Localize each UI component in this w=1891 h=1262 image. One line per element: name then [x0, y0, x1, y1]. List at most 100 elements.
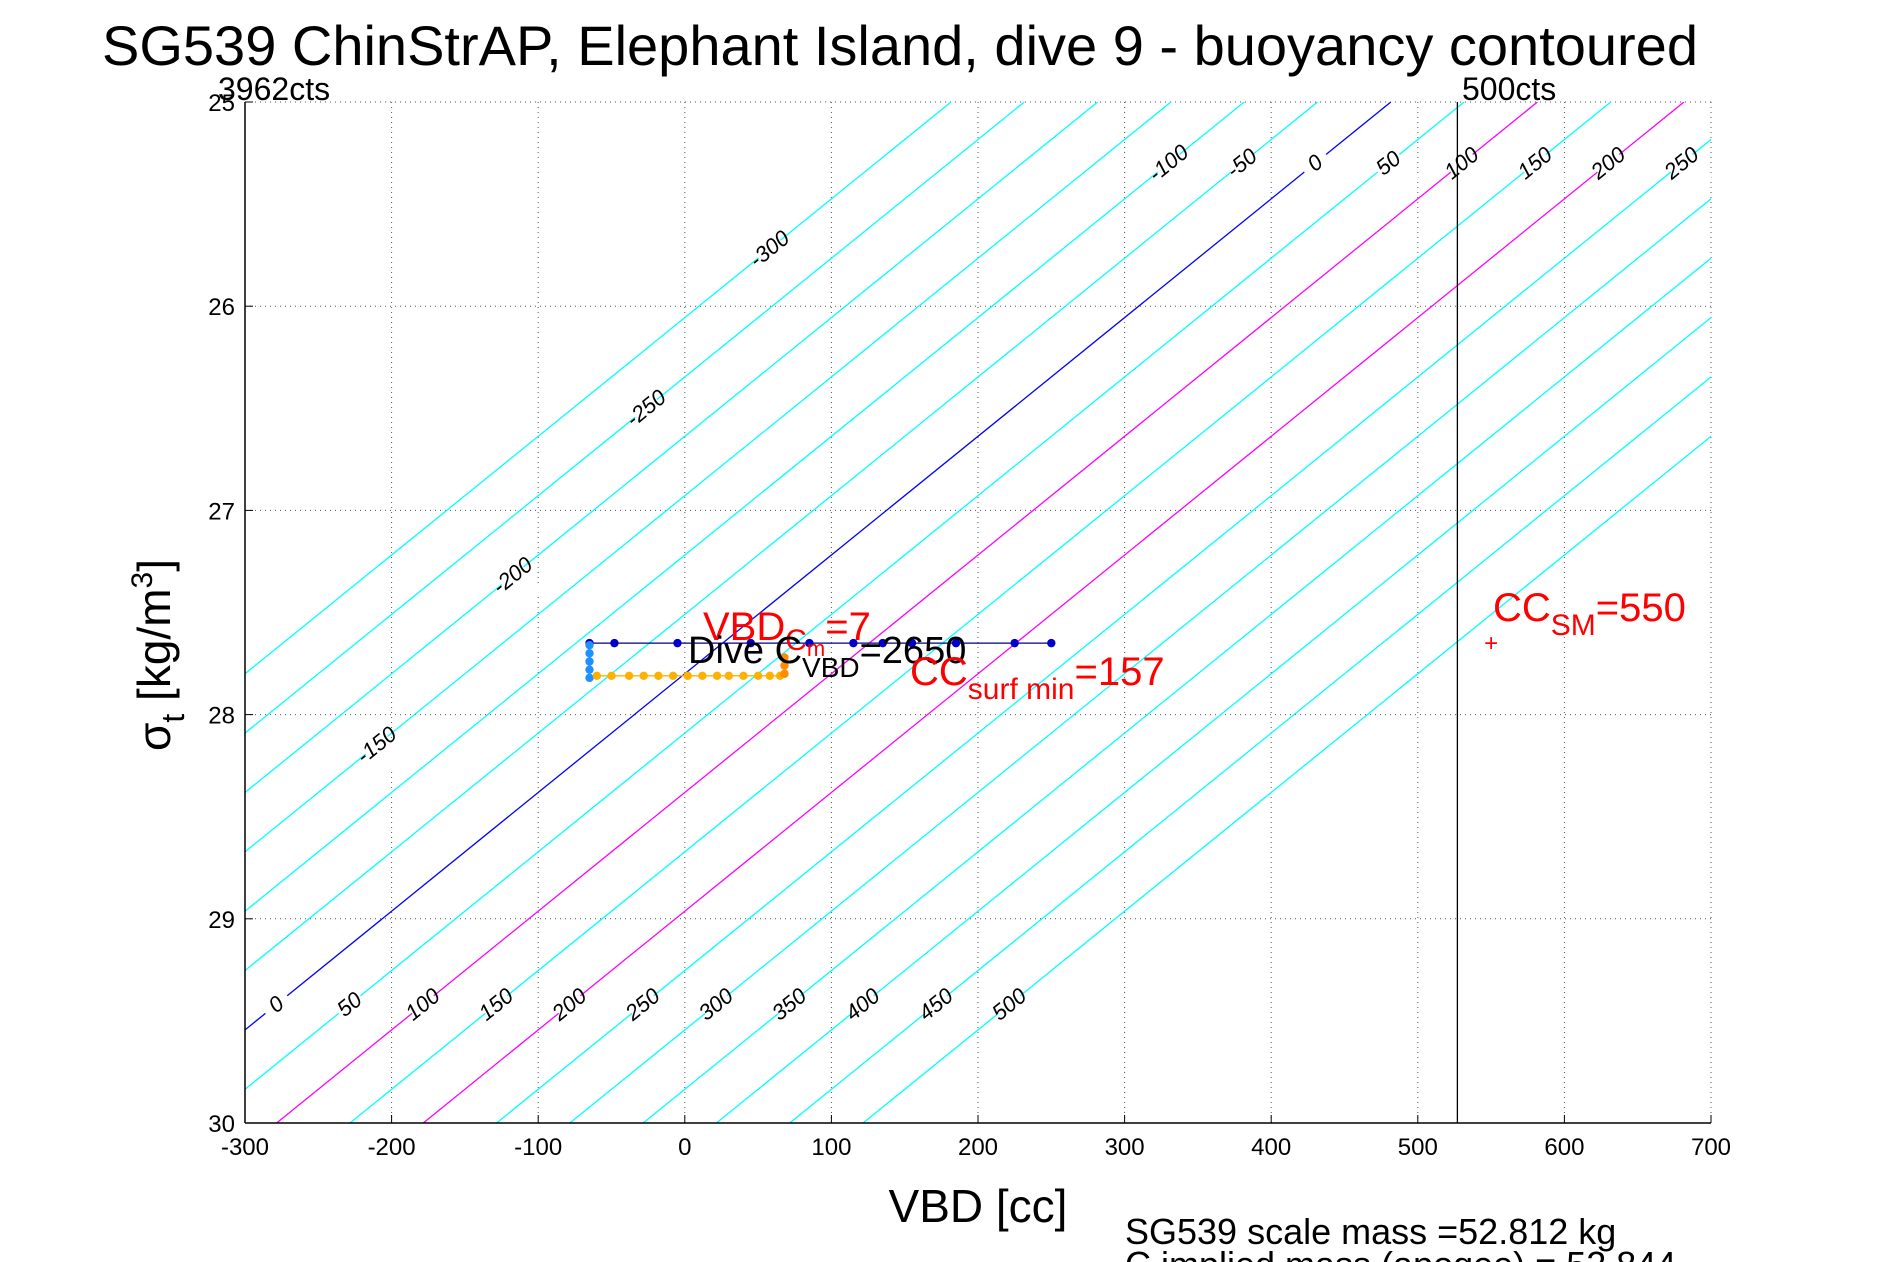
- data-point-blue-trace: [951, 638, 961, 648]
- contour-label-bg: [832, 972, 893, 1037]
- data-point-blue-trace: [907, 638, 917, 648]
- contour-line: [422, 102, 1685, 1123]
- contour-line: [245, 102, 1465, 1091]
- y-tick-label: 27: [208, 498, 235, 525]
- contour-label-bg: [979, 972, 1040, 1037]
- contour-label-bg: [1212, 131, 1272, 196]
- vbd-cm-value: =7: [825, 605, 871, 649]
- data-point-blue-trace: [849, 638, 858, 648]
- contour-line: [245, 102, 1172, 853]
- x-tick-label: 700: [1691, 1134, 1731, 1161]
- vbd-cm-sub: C: [785, 624, 807, 657]
- vbd-cm-sub2: m: [807, 636, 825, 661]
- y-tick-label: 28: [208, 703, 235, 730]
- dive-cvbd-sub: VBD: [802, 652, 860, 683]
- contour-line: [349, 102, 1612, 1123]
- data-point-blue-trace: [805, 638, 814, 648]
- tick-labels: -300 -200 -100 0 100 200 300 400 500 600 700 25 26 27…: [208, 90, 1731, 1161]
- data-point-right-bracket: [780, 661, 789, 670]
- data-point-orange-trace: [698, 671, 707, 681]
- data-point-blue-trace: [610, 638, 619, 648]
- contour-label-bg: [739, 216, 800, 282]
- svg-text:σt [kg/m3]: σt [kg/m3]: [126, 559, 191, 751]
- scale-mass-text: SG539 scale mass =52.812 kg: [1125, 1211, 1616, 1252]
- chart-title: SG539 ChinStrAP, Elephant Island, dive 9…: [102, 14, 1698, 77]
- data-point-orange-trace: [592, 671, 602, 681]
- y-tick-label: 26: [208, 294, 235, 321]
- data-point-vertical-bracket: [585, 665, 594, 674]
- dive-cvbd-annotation: Dive CVBD=2650: [688, 630, 966, 683]
- cc-sm-main: CC: [1493, 586, 1551, 630]
- data-point-orange-trace: [654, 671, 663, 681]
- contour-label-bg: [1651, 131, 1712, 196]
- cc-sm-marker: +: [1484, 630, 1498, 657]
- x-tick-label: 0: [678, 1134, 691, 1161]
- data-point-vertical-bracket: [585, 649, 594, 658]
- data-point-orange-trace: [724, 671, 733, 681]
- contour-label-bg: [1358, 131, 1419, 196]
- cc-sm-value: =550: [1596, 586, 1686, 630]
- y-label-units-sup: 3: [126, 572, 159, 589]
- contour-label-bg: [613, 972, 673, 1037]
- counts-top-left: 3962cts: [218, 71, 330, 107]
- contour-label-bg: [616, 376, 676, 441]
- data-point-orange-trace: [668, 671, 678, 681]
- data-point-orange-trace: [739, 671, 748, 681]
- counts-top-right: 500cts: [1462, 71, 1556, 107]
- contour-label-bg: [539, 972, 600, 1037]
- data-point-vertical-bracket: [585, 640, 594, 650]
- data-point-vertical-bracket: [585, 673, 594, 683]
- grid-lines: [245, 101, 1712, 1123]
- data-point-vertical-bracket: [585, 657, 594, 666]
- y-tick-label: 30: [208, 1111, 235, 1138]
- x-tick-label: -100: [514, 1134, 562, 1161]
- contour-line: [245, 102, 1318, 972]
- y-label-sigma: σ: [128, 723, 180, 751]
- x-axis-label: VBD [cc]: [889, 1180, 1068, 1232]
- vbd-cm-main: VBD: [703, 605, 785, 649]
- vbd-cm-annotation: VBDCm=7: [703, 605, 871, 661]
- data-point-right-bracket: [780, 653, 789, 662]
- contour-label-bg: [246, 972, 307, 1037]
- contour-line: [642, 257, 1711, 1123]
- data-point-orange-trace: [624, 671, 634, 681]
- contour-line: [245, 102, 1245, 913]
- data-point-right-bracket: [780, 669, 789, 678]
- contour-line: [716, 316, 1711, 1123]
- contour-line: [789, 376, 1711, 1123]
- contour-label-bg: [1505, 131, 1565, 196]
- implied-mass-text: C implied mass (apogee) = 52.844: [1125, 1244, 1676, 1262]
- cc-surf-value: =157: [1074, 650, 1164, 694]
- data-point-orange-trace: [683, 671, 692, 681]
- x-tick-label: -200: [368, 1134, 416, 1161]
- cc-surf-main: CC: [910, 650, 968, 694]
- contour-line: [569, 198, 1711, 1123]
- contour-label-bg: [482, 543, 543, 608]
- contour-line: [862, 435, 1711, 1123]
- data-point-orange-trace: [712, 671, 722, 681]
- contour-label-bg: [759, 972, 820, 1037]
- x-tick-label: 100: [811, 1134, 851, 1161]
- contour-label-bg: [686, 972, 746, 1037]
- data-point-orange-trace: [607, 671, 616, 681]
- data-point-blue-trace: [1010, 638, 1019, 648]
- x-tick-label: 200: [958, 1134, 998, 1161]
- data-point-orange-trace: [639, 671, 648, 681]
- contour-label-bg: [1578, 131, 1639, 196]
- cc-sm-sub: SM: [1551, 609, 1596, 642]
- dive-cvbd-value: =2650: [860, 630, 967, 672]
- x-tick-label: 400: [1251, 1134, 1291, 1161]
- y-label-sub: t: [155, 714, 191, 723]
- data-point-blue-trace: [746, 638, 755, 648]
- contour-line: [245, 102, 1099, 794]
- contour-line: [496, 138, 1711, 1123]
- data-point-orange-trace: [753, 671, 763, 681]
- x-tick-label: 500: [1398, 1134, 1438, 1161]
- contour-label-bg: [346, 713, 407, 778]
- data-point-blue-trace: [1047, 638, 1056, 648]
- data-point-orange-trace: [765, 671, 775, 681]
- contour-line: [245, 102, 1392, 1031]
- contour-label-bg: [393, 972, 453, 1037]
- y-axis-label: σt [kg/m3]: [126, 559, 191, 751]
